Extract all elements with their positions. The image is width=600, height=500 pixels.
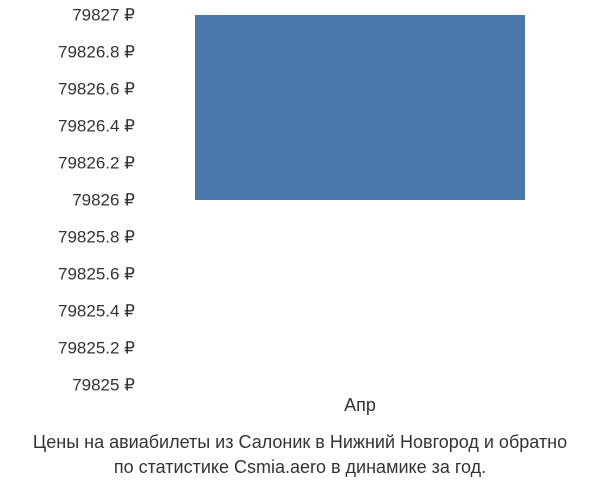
y-tick-label: 79826.2 ₽ [0,155,135,172]
plot-area [140,15,580,385]
y-tick-label: 79826.6 ₽ [0,81,135,98]
x-axis-ticks: Апр [140,395,580,420]
chart-caption: Цены на авиабилеты из Салоник в Нижний Н… [0,430,600,480]
y-tick-label: 79826.8 ₽ [0,44,135,61]
caption-line-2: по статистике Csmia.aero в динамике за г… [114,457,486,477]
y-tick-label: 79827 ₽ [0,7,135,24]
y-tick-label: 79825.6 ₽ [0,266,135,283]
bar-apr [195,15,525,200]
y-axis-ticks: 79827 ₽ 79826.8 ₽ 79826.6 ₽ 79826.4 ₽ 79… [0,15,135,385]
chart-container: 79827 ₽ 79826.8 ₽ 79826.6 ₽ 79826.4 ₽ 79… [0,0,600,500]
x-tick-label: Апр [344,395,376,416]
y-tick-label: 79825.4 ₽ [0,303,135,320]
caption-line-1: Цены на авиабилеты из Салоник в Нижний Н… [33,432,567,452]
y-tick-label: 79826 ₽ [0,192,135,209]
y-tick-label: 79825.2 ₽ [0,340,135,357]
y-tick-label: 79826.4 ₽ [0,118,135,135]
y-tick-label: 79825 ₽ [0,377,135,394]
y-tick-label: 79825.8 ₽ [0,229,135,246]
